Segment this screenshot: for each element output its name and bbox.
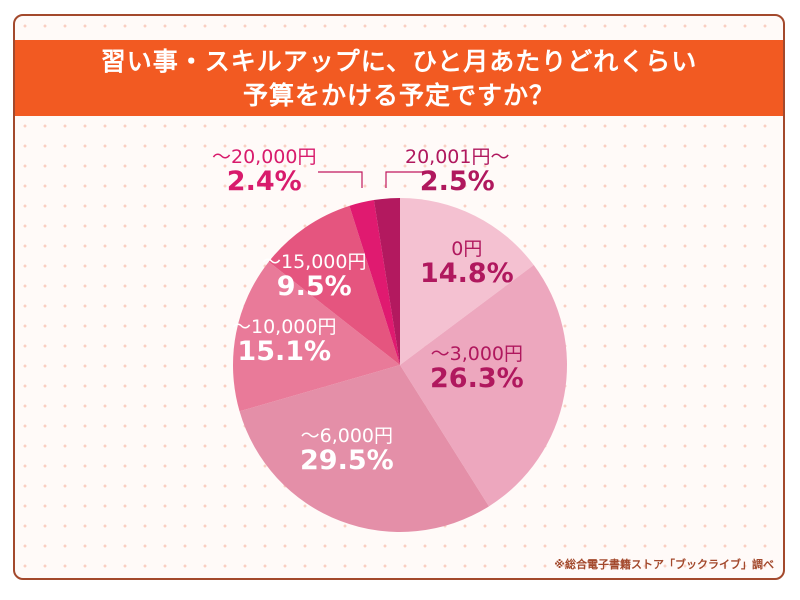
category-label: 〜10,000円 [232,316,337,338]
category-label: 〜20,000円 [212,146,317,168]
title-line-2: 予算をかける予定ですか？ [242,81,555,110]
value-label: 26.3% [430,362,524,394]
value-label: 2.5% [419,165,495,197]
category-label: 20,001円〜 [405,146,510,168]
label-15000yen: 〜15,000円 9.5% [262,251,367,302]
label-6000yen: 〜6,000円 29.5% [300,425,394,476]
pie-slice [232,261,400,412]
title-banner: 習い事・スキルアップに、ひと月あたりどれくらい 予算をかける予定ですか？ [15,40,783,116]
value-label: 9.5% [276,270,352,302]
source-note: ※総合電子書籍ストア「ブックライブ」調べ [554,558,774,571]
category-label: 0円 [451,238,483,260]
category-label: 〜15,000円 [262,251,367,273]
value-label: 15.1% [237,335,332,367]
title-line-1: 習い事・スキルアップに、ひと月あたりどれくらい [100,47,698,76]
category-label: 〜3,000円 [430,343,524,365]
value-label: 2.4% [226,165,302,197]
label-10000yen: 〜10,000円 15.1% [232,316,337,367]
pie-slice [349,200,400,365]
leader-line [385,171,430,188]
label-20000yen: 〜20,000円 2.4% [212,146,317,197]
label-0yen: 0円 14.8% [420,238,514,289]
value-label: 29.5% [300,444,394,476]
category-label: 〜6,000円 [300,425,394,447]
pie-slice [239,365,489,532]
leader-line [318,171,363,188]
pie-slice [373,198,400,365]
pie-slice [400,265,567,507]
label-20001yen: 20,001円〜 2.5% [405,146,510,197]
label-3000yen: 〜3,000円 26.3% [430,343,524,394]
value-label: 14.8% [420,257,514,289]
pie-slice [268,205,400,365]
pie-slice [400,198,534,365]
